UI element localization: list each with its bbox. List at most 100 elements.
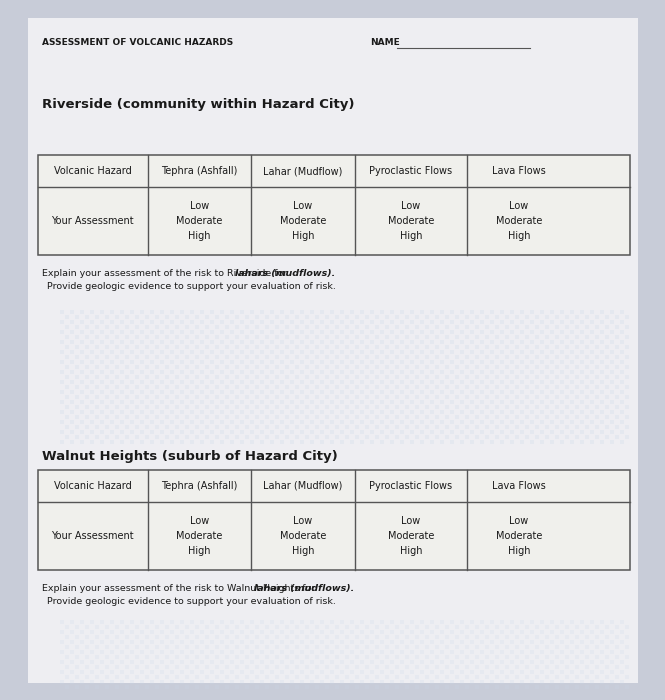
Bar xyxy=(475,415,479,419)
Bar xyxy=(290,320,294,324)
Bar xyxy=(505,415,509,419)
Bar xyxy=(515,355,519,359)
Bar xyxy=(550,410,554,414)
Bar xyxy=(285,325,289,329)
Bar xyxy=(540,350,544,354)
Bar xyxy=(95,405,99,409)
Bar xyxy=(510,680,514,684)
Bar xyxy=(455,345,459,349)
Bar xyxy=(200,670,204,674)
Bar xyxy=(295,365,299,369)
Bar xyxy=(450,360,454,364)
Bar xyxy=(220,630,224,634)
Bar xyxy=(230,410,234,414)
Bar xyxy=(600,630,604,634)
Bar xyxy=(165,365,169,369)
Bar xyxy=(80,400,84,404)
Bar xyxy=(370,670,374,674)
Bar xyxy=(60,680,64,684)
Bar xyxy=(550,400,554,404)
Bar xyxy=(525,405,529,409)
Bar xyxy=(270,360,274,364)
Bar xyxy=(235,385,239,389)
Bar xyxy=(170,640,174,644)
Bar xyxy=(475,665,479,669)
Bar xyxy=(190,370,194,374)
Bar xyxy=(240,390,244,394)
Bar xyxy=(465,335,469,339)
Bar xyxy=(65,625,69,629)
Bar xyxy=(545,335,549,339)
Bar xyxy=(250,370,254,374)
Bar xyxy=(210,620,214,624)
Bar xyxy=(155,335,159,339)
Bar xyxy=(305,385,309,389)
Bar xyxy=(295,645,299,649)
Bar xyxy=(100,360,104,364)
Bar xyxy=(495,325,499,329)
Bar xyxy=(510,330,514,334)
Bar xyxy=(255,425,259,429)
Bar xyxy=(160,340,164,344)
Bar xyxy=(185,355,189,359)
Bar xyxy=(190,670,194,674)
Bar xyxy=(90,660,94,664)
Bar xyxy=(415,635,419,639)
Bar xyxy=(470,620,474,624)
Bar xyxy=(65,645,69,649)
Bar xyxy=(140,380,144,384)
Bar xyxy=(525,315,529,319)
Bar xyxy=(320,330,324,334)
Bar xyxy=(620,650,624,654)
Bar xyxy=(265,635,269,639)
Bar xyxy=(155,645,159,649)
Bar xyxy=(485,335,489,339)
Bar xyxy=(510,640,514,644)
Bar xyxy=(380,320,384,324)
Bar xyxy=(580,380,584,384)
Bar xyxy=(180,310,184,314)
Bar xyxy=(555,405,559,409)
Bar xyxy=(170,420,174,424)
Bar xyxy=(460,370,464,374)
Bar xyxy=(605,375,609,379)
Bar xyxy=(525,425,529,429)
Bar xyxy=(60,660,64,664)
Bar xyxy=(455,655,459,659)
Bar xyxy=(85,435,89,439)
Bar xyxy=(180,440,184,444)
Bar xyxy=(60,340,64,344)
Bar xyxy=(610,640,614,644)
Bar xyxy=(240,330,244,334)
Bar xyxy=(310,360,314,364)
Bar xyxy=(585,685,589,689)
Bar xyxy=(80,640,84,644)
Bar xyxy=(600,440,604,444)
Bar xyxy=(220,680,224,684)
Bar xyxy=(215,405,219,409)
Bar xyxy=(345,365,349,369)
Bar xyxy=(360,390,364,394)
Bar xyxy=(395,665,399,669)
Bar xyxy=(240,630,244,634)
Bar xyxy=(80,430,84,434)
Bar xyxy=(615,675,619,679)
Bar xyxy=(580,650,584,654)
Bar xyxy=(610,340,614,344)
Bar xyxy=(275,375,279,379)
Bar xyxy=(510,380,514,384)
Bar xyxy=(340,370,344,374)
Bar xyxy=(190,380,194,384)
Bar xyxy=(435,645,439,649)
Bar xyxy=(565,395,569,399)
Bar xyxy=(555,375,559,379)
Bar xyxy=(400,430,404,434)
Bar xyxy=(245,325,249,329)
Bar xyxy=(550,660,554,664)
Bar xyxy=(365,675,369,679)
Bar xyxy=(345,675,349,679)
Bar xyxy=(185,415,189,419)
Bar xyxy=(250,630,254,634)
Bar xyxy=(560,660,564,664)
Bar xyxy=(435,365,439,369)
